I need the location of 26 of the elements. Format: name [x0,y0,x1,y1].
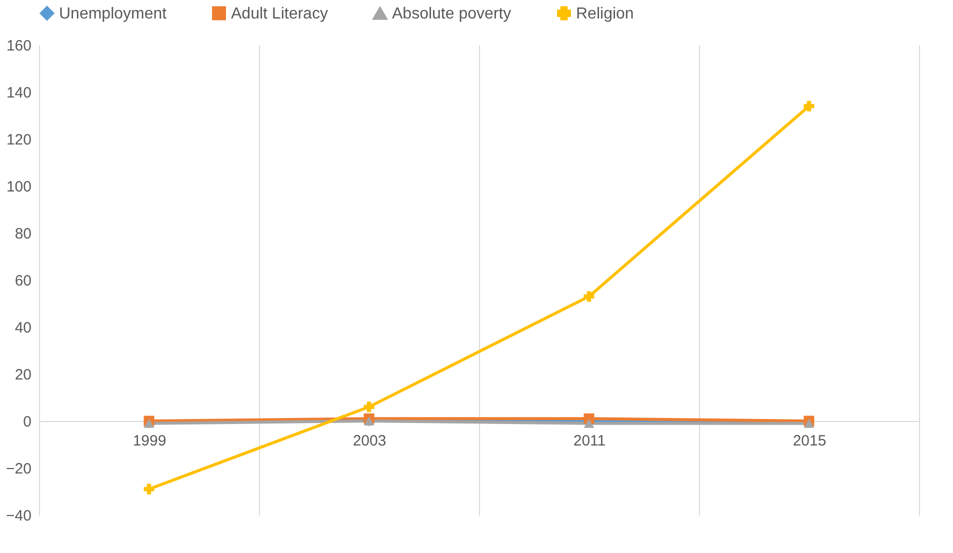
point [144,484,154,494]
y-tick-label: −40 [6,508,32,524]
y-tick-label: 20 [14,366,32,384]
point [144,418,154,428]
point [364,402,374,412]
legend-label: Religion [576,5,634,22]
point [804,100,814,112]
y-tick-label: 40 [14,320,32,336]
x-tick-label: 1999 [132,432,166,450]
point [584,291,594,302]
y-tick-label: 120 [6,132,32,148]
point [584,418,594,428]
x-tick-label: 2011 [573,432,606,450]
legend-label: Adult Literacy [231,5,328,22]
x-tick-label: 2015 [792,432,826,450]
y-tick-label: 80 [14,226,32,242]
y-tick-label: 160 [6,38,32,54]
legend-label: Unemployment [59,5,168,22]
legend-label: Absolute poverty [392,6,512,23]
x-tick-label: 2003 [352,432,386,450]
y-tick-label: 100 [6,178,32,196]
point [804,418,814,428]
y-tick-label: −20 [6,460,32,478]
y-tick-label: 140 [6,84,32,102]
y-tick-label: 0 [23,414,32,430]
y-tick-label: 60 [14,272,32,290]
